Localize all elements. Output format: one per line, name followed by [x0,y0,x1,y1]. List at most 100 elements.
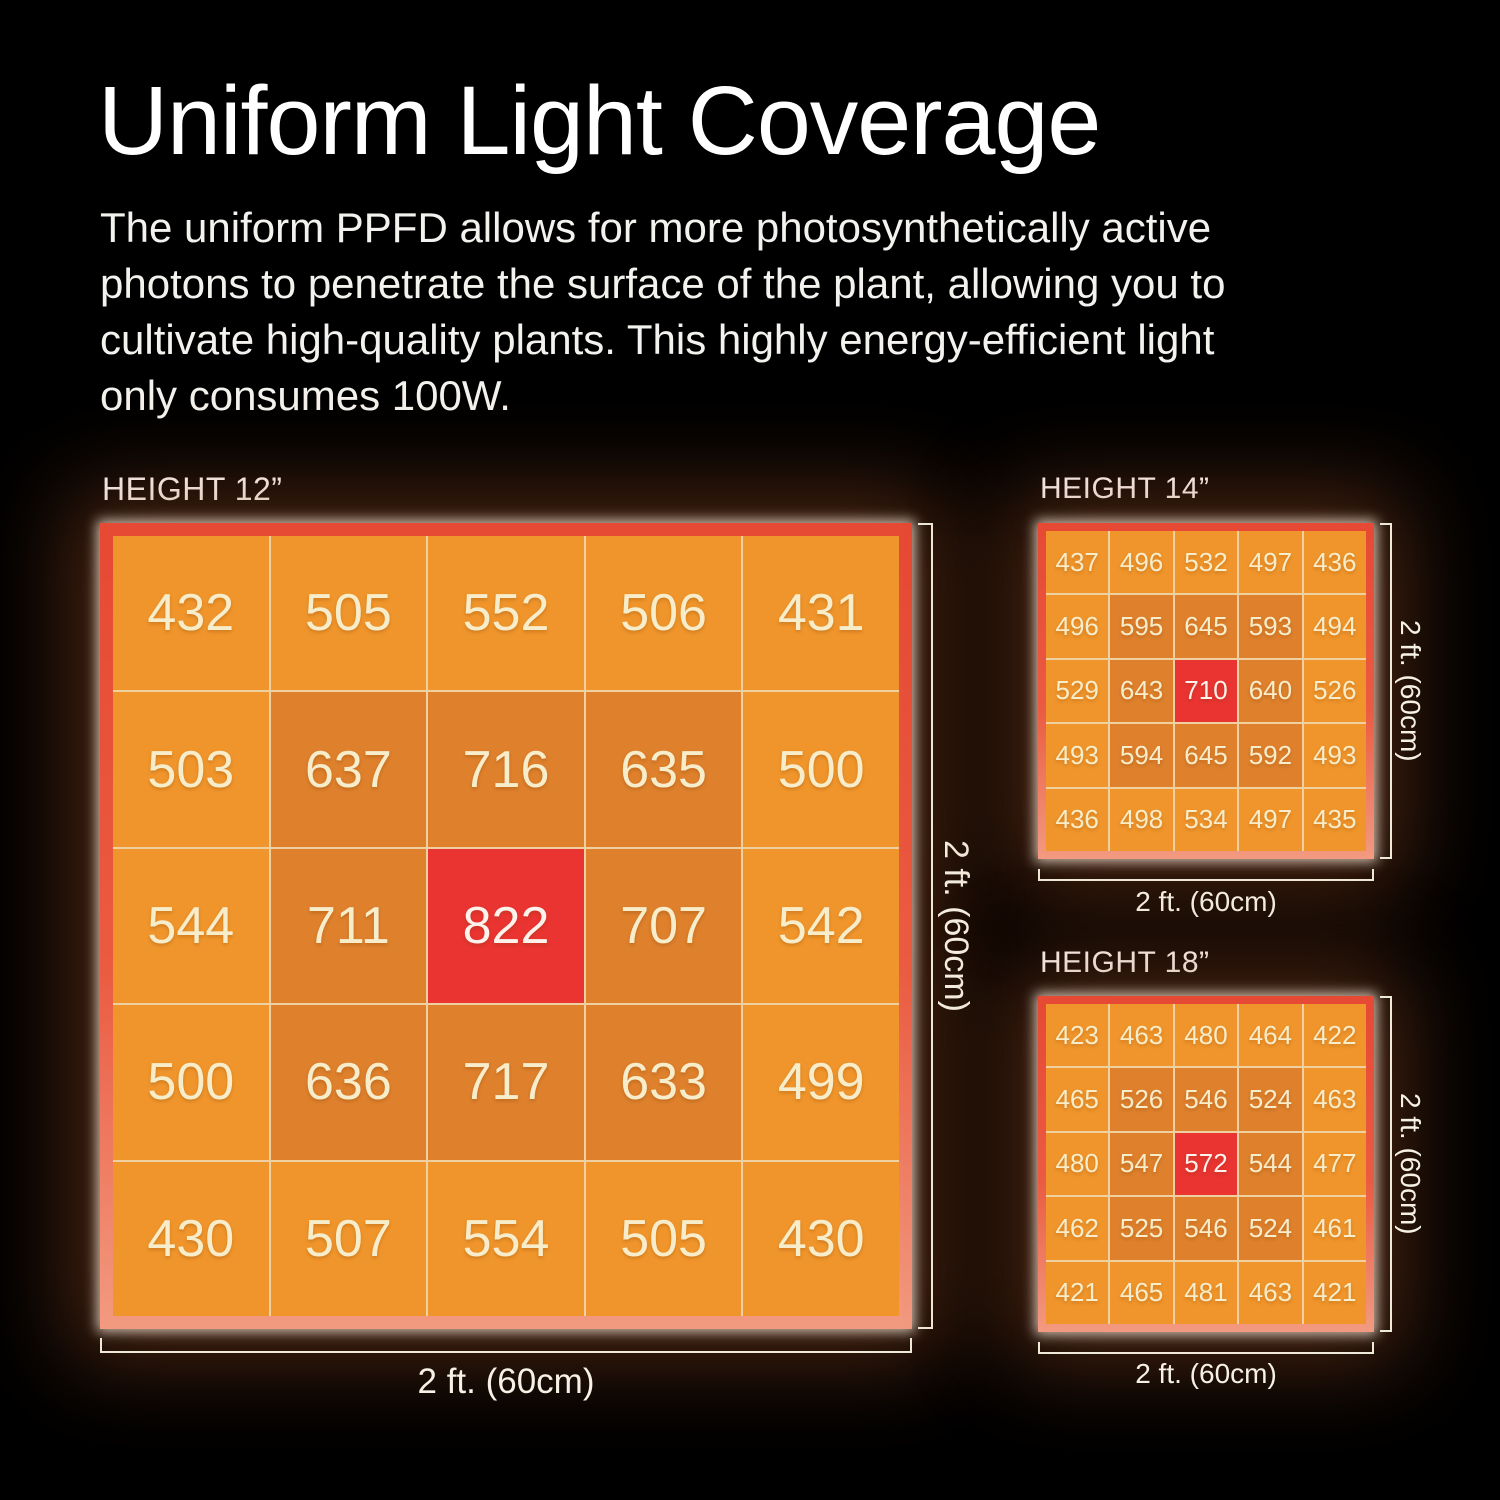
ppfd-cell: 711 [270,848,427,1004]
ppfd-cell: 572 [1174,1132,1238,1196]
ppfd-cell: 497 [1239,788,1302,851]
ppfd-cell: 710 [1174,659,1238,723]
ppfd-cell: 432 [113,536,269,691]
ppfd-cell: 421 [1046,1261,1109,1324]
ppfd-cell: 524 [1239,1197,1302,1260]
description-line: cultivate high-quality plants. This high… [100,316,1215,363]
ppfd-cell: 480 [1046,1132,1109,1196]
ppfd-cell: 645 [1174,595,1238,658]
heatmap-14-title: HEIGHT 14” [1040,472,1210,505]
width-label-18: 2 ft. (60cm) [1135,1358,1277,1389]
ppfd-cell: 503 [113,692,269,847]
ppfd-cell: 525 [1110,1197,1173,1260]
ppfd-cell: 505 [585,1161,742,1316]
ppfd-cell: 436 [1303,531,1366,594]
ppfd-cell: 422 [1303,1004,1366,1067]
ppfd-cell: 431 [743,536,899,691]
ppfd-cell: 430 [743,1161,899,1316]
ppfd-cell: 435 [1303,788,1366,851]
ppfd-cell: 643 [1110,659,1173,723]
ppfd-cell: 717 [428,1005,584,1160]
width-bracket-12 [100,1338,912,1353]
ppfd-cell: 526 [1303,659,1366,723]
ppfd-cell: 496 [1046,595,1109,658]
ppfd-cell: 477 [1303,1132,1366,1196]
ppfd-cell: 637 [270,692,427,847]
height-label-12: 2 ft. (60cm) [937,840,975,1012]
description: The uniform PPFD allows for more photosy… [100,200,1225,424]
height-bracket-18 [1380,996,1392,1332]
description-line: only consumes 100W. [100,372,511,419]
ppfd-cell: 461 [1303,1197,1366,1260]
heatmap-12-grid: 432 505 552 506 431 503 637 716 635 500 544 711 822 7… [100,523,912,1329]
heatmap-18-title: HEIGHT 18” [1040,946,1210,979]
ppfd-cell: 463 [1239,1261,1302,1324]
description-line: The uniform PPFD allows for more photosy… [100,204,1212,251]
ppfd-cell: 493 [1303,724,1366,787]
ppfd-cell: 493 [1046,724,1109,787]
ppfd-cell: 465 [1046,1068,1109,1131]
ppfd-cell: 462 [1046,1197,1109,1260]
page-title: Uniform Light Coverage [98,66,1101,175]
ppfd-cell: 494 [1303,595,1366,658]
height-bracket-12 [918,523,933,1329]
description-line: photons to penetrate the surface of the … [100,260,1226,307]
width-label-14: 2 ft. (60cm) [1135,886,1277,917]
ppfd-cell: 463 [1110,1004,1173,1067]
ppfd-cell: 437 [1046,531,1109,594]
ppfd-cell: 552 [428,536,584,691]
ppfd-cell: 421 [1303,1261,1366,1324]
ppfd-cell: 592 [1239,724,1302,787]
ppfd-cell: 498 [1110,788,1173,851]
ppfd-cell: 532 [1174,531,1238,594]
ppfd-cell: 542 [743,848,899,1004]
ppfd-cell: 480 [1174,1004,1238,1067]
ppfd-cell: 547 [1110,1132,1173,1196]
ppfd-cell: 633 [585,1005,742,1160]
ppfd-cell: 499 [743,1005,899,1160]
width-label-12: 2 ft. (60cm) [417,1362,595,1401]
ppfd-cell: 640 [1239,659,1302,723]
ppfd-cell: 500 [113,1005,269,1160]
ppfd-cell: 645 [1174,724,1238,787]
ppfd-cell: 506 [585,536,742,691]
ppfd-cell: 464 [1239,1004,1302,1067]
width-bracket-18 [1038,1342,1374,1354]
ppfd-cell: 707 [585,848,742,1004]
ppfd-cell: 595 [1110,595,1173,658]
ppfd-cell: 436 [1046,788,1109,851]
heatmap-18-grid: 423 463 480 464 422 465 526 546 524 463 480 547 572 5… [1038,996,1374,1332]
ppfd-cell: 463 [1303,1068,1366,1131]
heatmap-14-grid: 437 496 532 497 436 496 595 645 593 494 529 643 710 6… [1038,523,1374,859]
ppfd-cell: 546 [1174,1197,1238,1260]
ppfd-cell: 505 [270,536,427,691]
height-bracket-14 [1380,523,1392,859]
width-bracket-14 [1038,869,1374,881]
ppfd-cell: 544 [1239,1132,1302,1196]
ppfd-cell: 507 [270,1161,427,1316]
ppfd-cell: 497 [1239,531,1302,594]
ppfd-cell: 822 [428,848,584,1004]
ppfd-cell: 593 [1239,595,1302,658]
ppfd-cell: 636 [270,1005,427,1160]
heatmap-12-title: HEIGHT 12” [102,471,283,507]
ppfd-cell: 554 [428,1161,584,1316]
height-label-18: 2 ft. (60cm) [1395,1093,1426,1235]
ppfd-cell: 635 [585,692,742,847]
ppfd-cell: 500 [743,692,899,847]
ppfd-cell: 524 [1239,1068,1302,1131]
ppfd-cell: 465 [1110,1261,1173,1324]
ppfd-cell: 423 [1046,1004,1109,1067]
ppfd-grid-18: 423 463 480 464 422 465 526 546 524 463 480 547 572 5… [1046,1004,1366,1324]
ppfd-cell: 496 [1110,531,1173,594]
ppfd-grid-14: 437 496 532 497 436 496 595 645 593 494 529 643 710 6… [1046,531,1366,851]
ppfd-grid-12: 432 505 552 506 431 503 637 716 635 500 544 711 822 7… [113,536,899,1316]
ppfd-cell: 546 [1174,1068,1238,1131]
ppfd-cell: 716 [428,692,584,847]
ppfd-cell: 594 [1110,724,1173,787]
ppfd-cell: 526 [1110,1068,1173,1131]
ppfd-cell: 534 [1174,788,1238,851]
ppfd-cell: 481 [1174,1261,1238,1324]
ppfd-cell: 544 [113,848,269,1004]
